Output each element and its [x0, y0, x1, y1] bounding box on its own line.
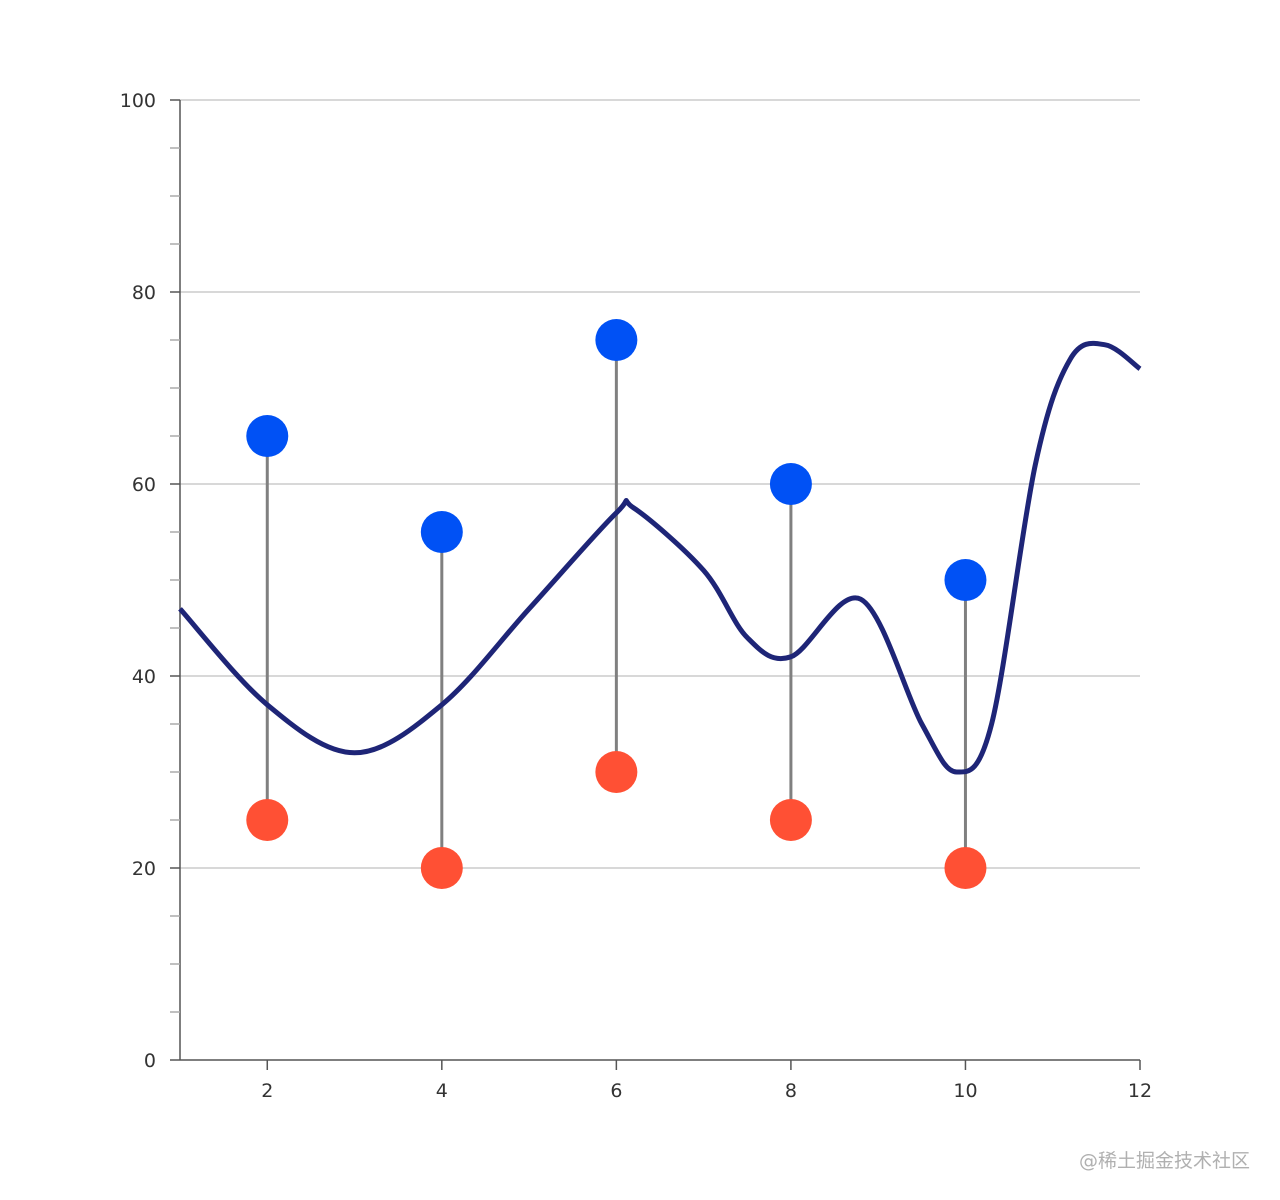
high-point-8: [769, 463, 812, 505]
data-points: [246, 319, 987, 889]
x-axis-ticks: 2 4 6 8 10 12: [261, 1060, 1152, 1102]
high-point-4: [420, 511, 463, 553]
y-tick-label-20: 20: [132, 858, 156, 880]
y-tick-label-80: 80: [132, 282, 156, 304]
x-tick-label-12: 12: [1128, 1080, 1152, 1102]
high-point-6: [595, 319, 638, 361]
axes: [179, 100, 1140, 1061]
y-tick-label-60: 60: [132, 474, 156, 496]
grid-lines: [180, 99, 1140, 869]
y-axis-ticks: 0 20 40 60 80 100: [120, 90, 180, 1072]
x-tick-label-10: 10: [953, 1080, 977, 1102]
x-tick-label-2: 2: [261, 1080, 273, 1102]
high-point-2: [246, 415, 289, 457]
high-point-10: [944, 559, 987, 601]
low-point-10: [944, 847, 987, 889]
x-tick-label-8: 8: [785, 1080, 797, 1102]
low-point-6: [595, 751, 638, 793]
y-tick-label-100: 100: [120, 90, 156, 112]
y-tick-label-40: 40: [132, 666, 156, 688]
low-point-4: [420, 847, 463, 889]
x-tick-label-4: 4: [436, 1080, 448, 1102]
trend-line: [178, 340, 1142, 775]
watermark: @稀土掘金技术社区: [1078, 1150, 1250, 1172]
y-tick-label-0: 0: [144, 1050, 156, 1072]
x-tick-label-6: 6: [610, 1080, 622, 1102]
low-point-8: [769, 799, 812, 841]
low-point-2: [246, 799, 289, 841]
connector-lines: [265, 340, 967, 868]
